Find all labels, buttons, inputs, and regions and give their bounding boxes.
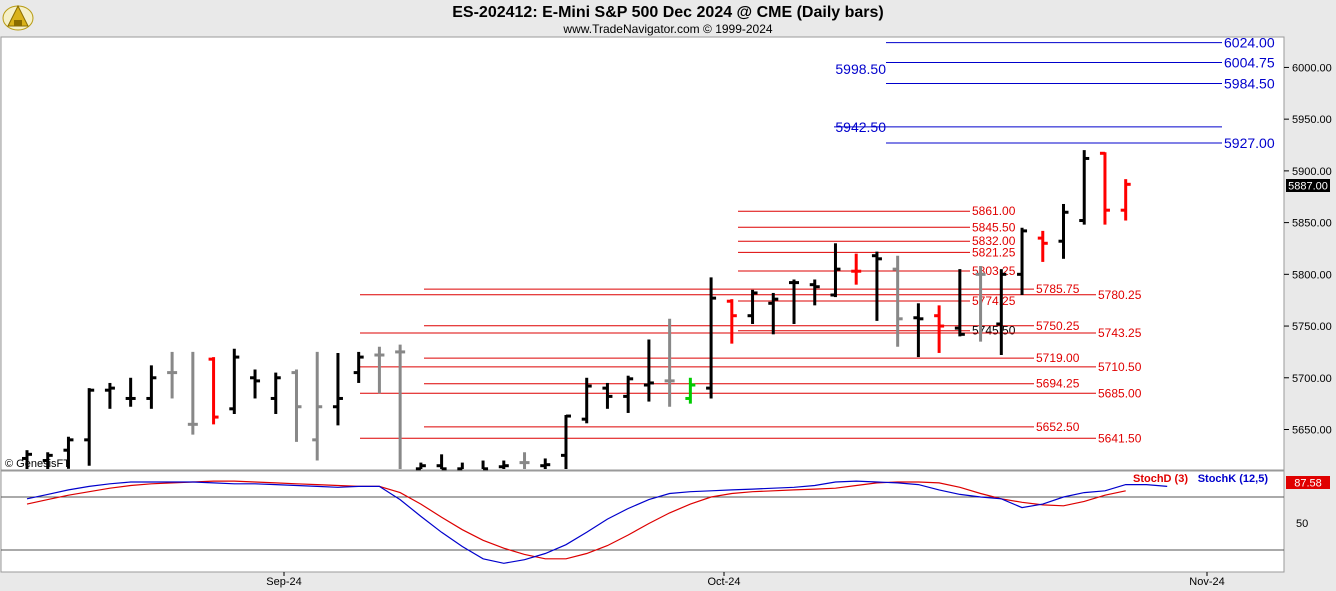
x-tick-oct: Oct-24	[707, 576, 740, 588]
y-tick-label: 5700.00	[1292, 373, 1332, 385]
y-tick-label: 5750.00	[1292, 321, 1332, 333]
level-label: 5641.50	[1098, 431, 1142, 445]
level-label: 5719.00	[1036, 351, 1080, 365]
y-tick-label: 5950.00	[1292, 114, 1332, 126]
watermark: © GenesisFT	[5, 458, 70, 470]
level-label: 5821.25	[972, 245, 1016, 259]
level-label: 5927.00	[1224, 135, 1275, 151]
level-label: 5942.50	[835, 119, 886, 135]
chart-subtitle: www.TradeNavigator.com © 1999-2024	[562, 22, 772, 36]
x-tick-sep: Sep-24	[266, 576, 301, 588]
level-label: 5652.50	[1036, 420, 1080, 434]
level-label: 5803.25	[972, 264, 1016, 278]
level-label: 5685.00	[1098, 386, 1142, 400]
last-price-label: 5887.00	[1288, 181, 1328, 193]
level-label: 5998.50	[835, 61, 886, 77]
level-label: 5710.50	[1098, 360, 1142, 374]
y-tick-label: 6000.00	[1292, 62, 1332, 74]
level-label: 6004.75	[1224, 55, 1275, 71]
y-tick-label: 5850.00	[1292, 218, 1332, 230]
y-tick-label: 5900.00	[1292, 166, 1332, 178]
level-label: 5774.25	[972, 294, 1016, 308]
stochastic-panel	[1, 471, 1284, 572]
stoch-last-label: 87.58	[1294, 478, 1322, 490]
level-label: 6024.00	[1224, 35, 1275, 51]
level-label: 5694.25	[1036, 377, 1080, 391]
legend-stoch-k: StochK (12,5)	[1198, 473, 1269, 485]
level-label: 5750.25	[1036, 319, 1080, 333]
level-label: 5780.25	[1098, 288, 1142, 302]
legend-stoch-d: StochD (3)	[1133, 473, 1188, 485]
chart-title: ES-202412: E-Mini S&P 500 Dec 2024 @ CME…	[452, 4, 884, 21]
level-label: 5743.25	[1098, 326, 1142, 340]
stoch-tick-50: 50	[1296, 518, 1308, 530]
y-tick-label: 5800.00	[1292, 269, 1332, 281]
level-label: 5861.00	[972, 204, 1016, 218]
x-tick-nov: Nov-24	[1189, 576, 1224, 588]
level-label: 5845.50	[972, 220, 1016, 234]
level-label: 5745.50	[972, 324, 1016, 338]
logo-icon	[3, 6, 33, 30]
level-label: 5785.75	[1036, 282, 1080, 296]
y-tick-label: 5650.00	[1292, 425, 1332, 437]
level-label: 5984.50	[1224, 75, 1275, 91]
